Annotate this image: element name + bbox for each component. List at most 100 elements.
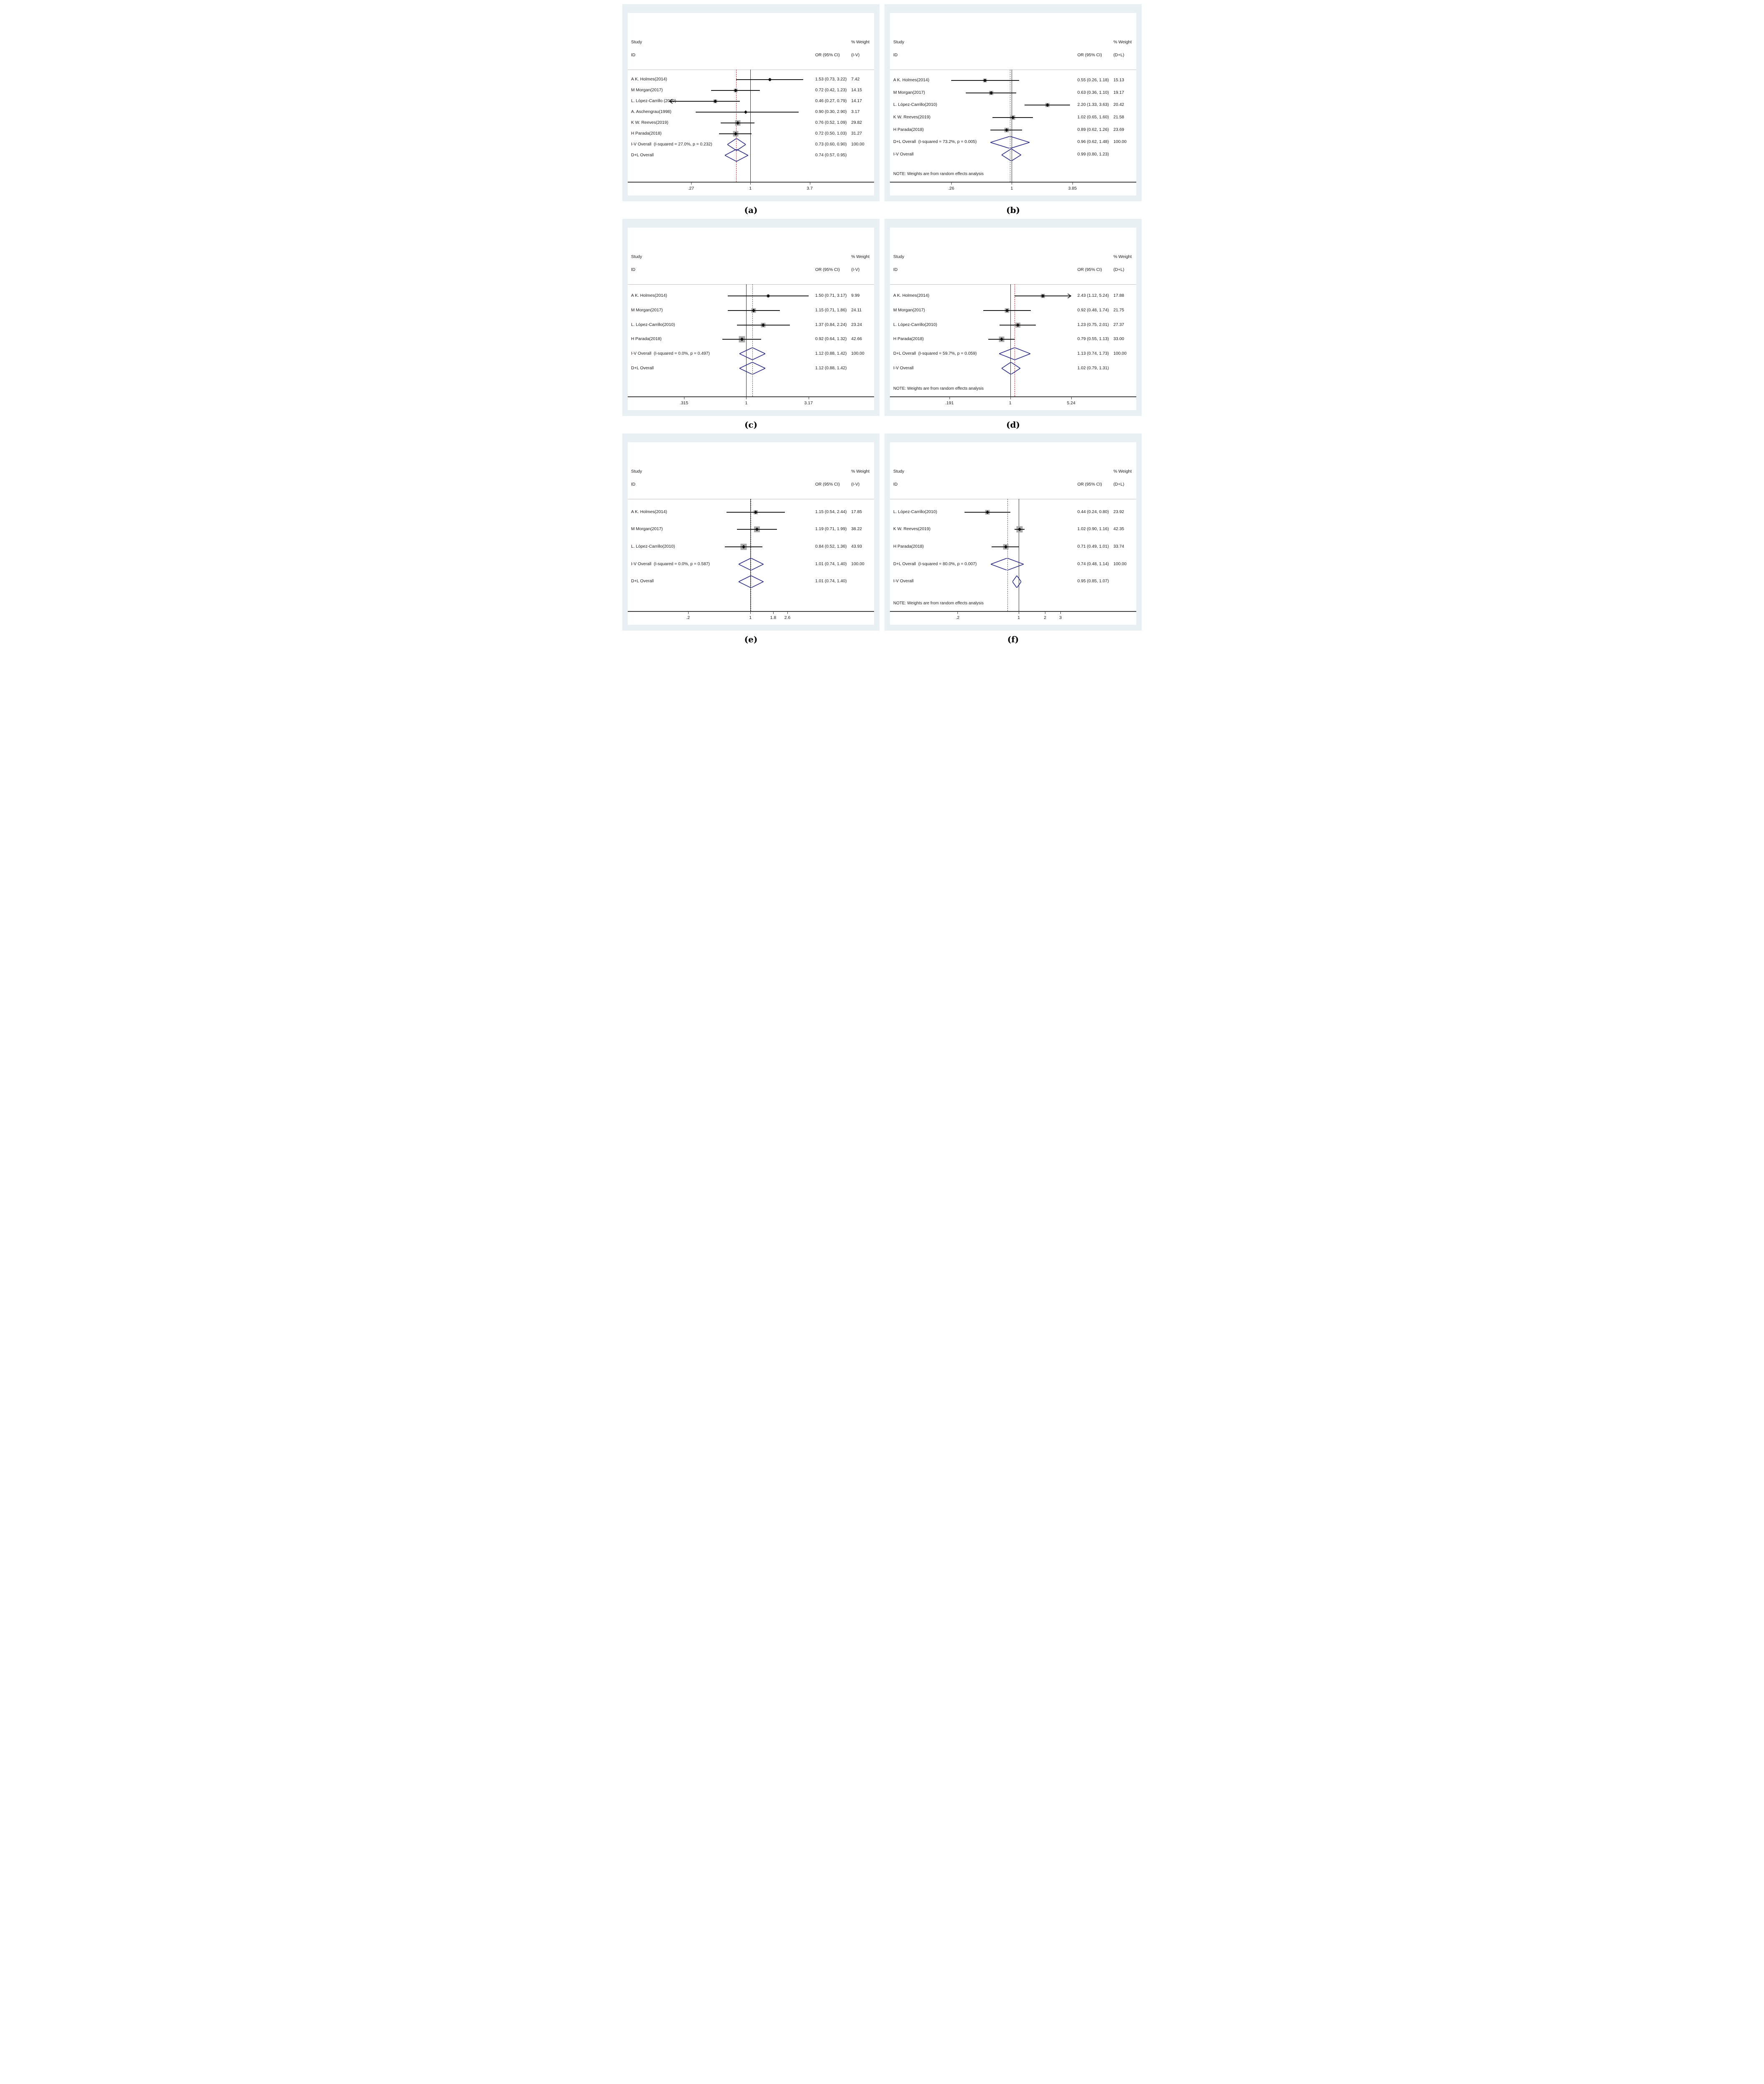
plot-area <box>627 228 874 410</box>
weight-value: 100.00 <box>851 561 864 566</box>
weight-value: 27.37 <box>1113 322 1124 327</box>
forest-panel-b: Study % Weight ID OR (95% CI) (D+L) .26 1 3.85 A… <box>885 4 1142 201</box>
or-value: 1.02 (0.90, 1.16) <box>1077 527 1109 532</box>
study-label: M Morgan(2017) <box>893 90 925 95</box>
study-label: M Morgan(2017) <box>631 88 663 93</box>
x-tick-label: 1 <box>1009 401 1012 406</box>
weight-value: 38.22 <box>851 527 862 532</box>
overall-label: D+L Overall (I-squared = 59.7%, p = 0.05… <box>893 351 977 356</box>
weight-value: 100.00 <box>1113 351 1127 356</box>
header-or: OR (95% CI) <box>815 267 840 272</box>
overall-diamond <box>727 138 746 150</box>
study-label: H Parada(2018) <box>631 131 662 136</box>
x-tick-label: 1.8 <box>770 615 777 621</box>
study-label: L. López-Carrillo(2010) <box>631 322 675 327</box>
header-weight: % Weight <box>1113 40 1132 45</box>
weight-value: 21.58 <box>1113 115 1124 120</box>
or-value: 0.74 (0.57, 0.95) <box>815 153 847 158</box>
forest-panel-c: Study % Weight ID OR (95% CI) (I-V) .315 1 3.17… <box>622 219 879 416</box>
study-label: A. Aschengrau(1998) <box>631 109 672 114</box>
or-value: 0.74 (0.48, 1.14) <box>1077 561 1109 566</box>
or-value: 1.23 (0.75, 2.01) <box>1077 322 1109 327</box>
overall-label: I-V Overall (I-squared = 27.0%, p = 0.23… <box>631 142 712 147</box>
weight-value: 24.11 <box>851 308 862 313</box>
weight-value: 100.00 <box>851 142 864 147</box>
plot-area <box>627 13 874 195</box>
x-tick-label: .191 <box>945 401 954 406</box>
weight-value: 100.00 <box>1113 140 1127 145</box>
forest-panel-a: Study % Weight ID OR (95% CI) (I-V) .27 1 3.7 A … <box>622 4 879 201</box>
header-id: ID <box>631 267 636 272</box>
header-or: OR (95% CI) <box>1077 53 1102 58</box>
x-tick <box>750 182 751 185</box>
weight-value: 21.75 <box>1113 308 1124 313</box>
weight-value: 17.88 <box>1113 293 1124 298</box>
header-weight: % Weight <box>851 469 870 474</box>
x-tick-label: .2 <box>956 615 960 621</box>
header-weight: % Weight <box>851 255 870 260</box>
plot-area <box>890 13 1137 195</box>
header-method: (I-V) <box>851 482 860 487</box>
weight-value: 33.00 <box>1113 337 1124 342</box>
study-label: K W. Reeves(2019) <box>631 120 669 125</box>
figure-cell-c: Study % Weight ID OR (95% CI) (I-V) .315 1 3.17… <box>622 219 879 433</box>
overall-label: I-V Overall <box>893 152 914 157</box>
x-tick-label: .315 <box>679 401 689 406</box>
x-tick <box>951 182 952 185</box>
or-value: 0.72 (0.50, 1.03) <box>815 131 847 136</box>
weight-value: 42.35 <box>1113 527 1124 532</box>
x-tick-label: 3.17 <box>804 401 813 406</box>
x-tick-label: .26 <box>948 186 955 191</box>
weight-value: 29.82 <box>851 120 862 125</box>
figure-cell-a: Study % Weight ID OR (95% CI) (I-V) .27 1 3.7 A … <box>622 4 879 219</box>
overall-diamond <box>739 348 765 360</box>
header-method: (D+L) <box>1113 53 1125 58</box>
panel-caption-a: (a) <box>744 205 758 215</box>
or-value: 1.12 (0.88, 1.42) <box>815 366 847 371</box>
x-axis <box>890 396 1137 397</box>
or-value: 1.15 (0.71, 1.86) <box>815 308 847 313</box>
pooled-dashed-line <box>1007 499 1008 611</box>
study-label: H Parada(2018) <box>893 544 924 549</box>
or-value: 0.71 (0.49, 1.01) <box>1077 544 1109 549</box>
header-or: OR (95% CI) <box>1077 482 1102 487</box>
x-tick-label: 1 <box>749 186 752 191</box>
or-value: 0.76 (0.52, 1.09) <box>815 120 847 125</box>
study-label: M Morgan(2017) <box>893 308 925 313</box>
or-value: 1.15 (0.54, 2.44) <box>815 509 847 514</box>
overall-diamond <box>1012 576 1021 588</box>
header-method: (D+L) <box>1113 267 1125 272</box>
header-or: OR (95% CI) <box>815 482 840 487</box>
header-id: ID <box>893 267 898 272</box>
or-value: 1.50 (0.71, 3.17) <box>815 293 847 298</box>
study-label: A K. Holmes(2014) <box>631 77 667 82</box>
study-label: L. López-Carrillo(2010) <box>893 103 937 108</box>
or-value: 0.63 (0.36, 1.10) <box>1077 90 1109 95</box>
weight-value: 14.17 <box>851 98 862 103</box>
study-label: M Morgan(2017) <box>631 308 663 313</box>
figure-cell-d: Study % Weight ID OR (95% CI) (D+L) .191 1 5.24… <box>885 219 1142 433</box>
study-label: H Parada(2018) <box>631 337 662 342</box>
weight-value: 31.27 <box>851 131 862 136</box>
study-label: L. López-Carrillo(2010) <box>631 544 675 549</box>
study-label: M Morgan(2017) <box>631 527 663 532</box>
header-method: (D+L) <box>1113 482 1125 487</box>
panel-caption-e: (e) <box>744 634 758 644</box>
x-tick <box>688 611 689 614</box>
weight-value: 15.13 <box>1113 78 1124 83</box>
overall-label: D+L Overall <box>631 153 654 158</box>
forest-panel-f: Study % Weight ID OR (95% CI) (D+L) .2 1 2 3 L. L… <box>885 433 1142 631</box>
panel-caption-d: (d) <box>1006 420 1020 430</box>
x-tick <box>773 611 774 614</box>
x-tick <box>787 611 788 614</box>
x-axis <box>627 611 874 612</box>
or-value: 0.90 (0.30, 2.90) <box>815 109 847 114</box>
study-label: H Parada(2018) <box>893 127 924 132</box>
weight-value: 19.17 <box>1113 90 1124 95</box>
ci-arrow-right-icon <box>1067 293 1072 299</box>
weight-value: 23.24 <box>851 322 862 327</box>
overall-diamond <box>739 362 765 374</box>
or-value: 1.02 (0.65, 1.60) <box>1077 115 1109 120</box>
weight-value: 33.74 <box>1113 544 1124 549</box>
header-id: ID <box>893 482 898 487</box>
